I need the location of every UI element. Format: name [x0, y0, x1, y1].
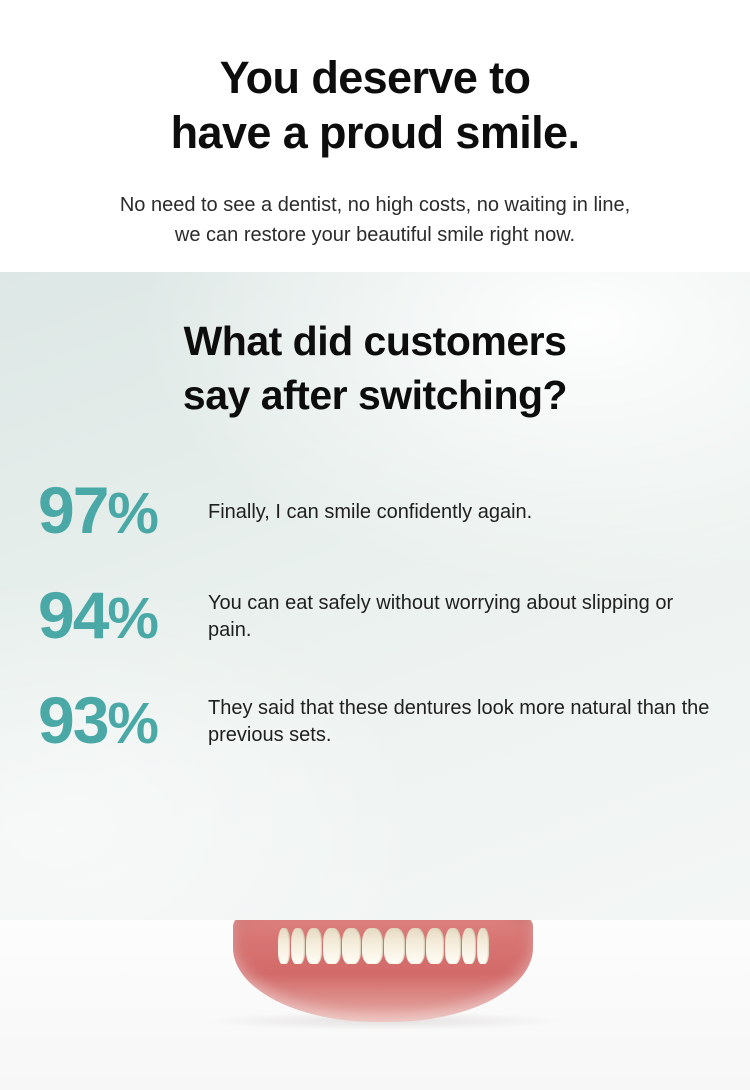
tooth [277, 928, 290, 964]
list-item: 93% They said that these dentures look m… [0, 676, 750, 768]
hero-subtitle-line-2: we can restore your beautiful smile righ… [174, 224, 576, 246]
testimonial-stats-section: What did customers say after switching? … [0, 272, 750, 920]
percent-sign-icon: % [107, 586, 159, 651]
tooth [405, 928, 425, 964]
stat-percentage-value: 94 [38, 578, 109, 652]
stat-percentage: 94% [38, 580, 208, 654]
tooth [305, 928, 322, 964]
list-item: 94% You can eat safely without worrying … [0, 571, 750, 663]
page-title: You deserve to have a proud smile. [0, 0, 750, 160]
tooth [383, 928, 405, 964]
stat-percentage: 93% [38, 685, 208, 759]
hero-section: You deserve to have a proud smile. No ne… [0, 0, 750, 272]
tooth [290, 928, 305, 964]
stat-description: You can eat safely without worrying abou… [208, 592, 674, 641]
tooth [361, 928, 383, 964]
hero-subtitle: No need to see a dentist, no high costs,… [0, 160, 750, 250]
stats-heading: What did customers say after switching? [0, 272, 750, 422]
stat-percentage-value: 97 [38, 473, 109, 547]
percent-sign-icon: % [107, 691, 159, 756]
dentures-image [233, 920, 533, 1022]
stats-heading-line-2: say after switching? [182, 372, 568, 418]
page-title-line-1: You deserve to [219, 52, 531, 103]
product-photo-section [0, 920, 750, 1090]
lower-teeth-row [247, 928, 519, 964]
stat-description: They said that these dentures look more … [208, 697, 710, 746]
stat-list: 97% Finally, I can smile confidently aga… [0, 466, 750, 768]
percent-sign-icon: % [107, 481, 159, 546]
stats-heading-line-1: What did customers [183, 318, 567, 364]
tooth [444, 928, 461, 964]
tooth [322, 928, 341, 964]
stat-percentage: 97% [38, 475, 208, 549]
tooth [341, 928, 361, 964]
stat-percentage-value: 93 [38, 683, 109, 757]
tooth [425, 928, 444, 964]
tooth [461, 928, 476, 964]
hero-subtitle-line-1: No need to see a dentist, no high costs,… [119, 194, 631, 216]
list-item: 97% Finally, I can smile confidently aga… [0, 466, 750, 558]
stat-description: Finally, I can smile confidently again. [208, 500, 533, 523]
tooth [476, 928, 489, 964]
page-title-line-2: have a proud smile. [170, 107, 580, 158]
